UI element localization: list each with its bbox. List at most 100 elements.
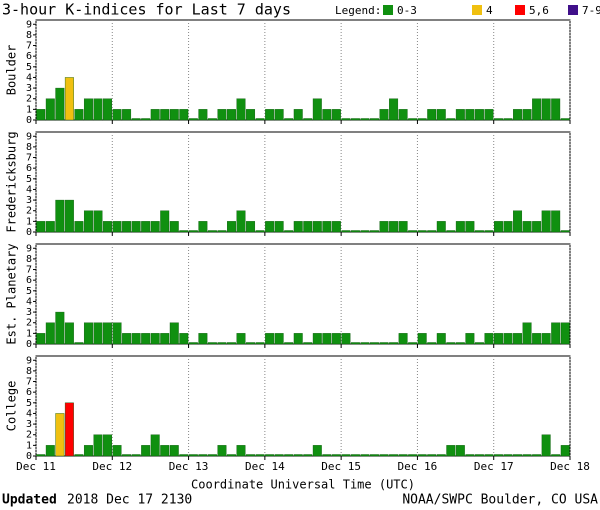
bar [303, 342, 313, 345]
y-tick-label: 5 [26, 286, 32, 297]
bar [131, 221, 141, 233]
bar [513, 454, 523, 457]
y-tick-label: 7 [26, 265, 32, 276]
bar [303, 118, 313, 121]
x-tick-label: Dec 16 [398, 460, 438, 473]
bar [103, 98, 112, 121]
y-tick-label: 6 [26, 387, 32, 398]
x-tick-label: Dec 13 [169, 460, 209, 473]
y-tick-label: 8 [26, 30, 32, 41]
bar [36, 454, 46, 457]
chart-title: 3-hour K-indices for Last 7 days [2, 1, 291, 19]
bar [265, 454, 275, 457]
bar [198, 333, 208, 345]
bar [503, 118, 513, 121]
bar [265, 333, 275, 345]
y-tick-label: 4 [26, 408, 32, 419]
bar [293, 333, 303, 345]
bar [560, 445, 570, 457]
bar [169, 445, 179, 457]
y-tick-label: 4 [26, 296, 32, 307]
bar [379, 221, 389, 233]
bar [379, 342, 389, 345]
bar [350, 230, 360, 233]
y-tick-label: 0 [26, 339, 32, 350]
bar [436, 109, 446, 121]
bar [360, 118, 370, 121]
bar [522, 109, 532, 121]
y-tick-label: 3 [26, 195, 32, 206]
bar [274, 109, 284, 121]
bar [427, 230, 437, 233]
bar [112, 445, 122, 457]
bar [446, 230, 456, 233]
legend-label: 5,6 [529, 4, 549, 17]
bar [350, 118, 360, 121]
bar [513, 109, 523, 121]
bar [160, 109, 170, 121]
legend-swatch [568, 5, 578, 15]
bar [141, 221, 151, 233]
bar [541, 434, 551, 457]
y-tick-label: 6 [26, 51, 32, 62]
bar [417, 333, 427, 345]
y-tick-label: 9 [26, 355, 32, 366]
bar [293, 109, 303, 121]
bar [417, 454, 427, 457]
footer-date: 2018 Dec 17 2130 [67, 493, 192, 508]
bar [169, 221, 179, 233]
bar [341, 230, 351, 233]
bar [83, 322, 93, 345]
bar [255, 118, 265, 121]
x-tick-label: Dec 12 [92, 460, 132, 473]
bar [274, 454, 284, 457]
bar [179, 109, 189, 121]
bar [398, 109, 408, 121]
panel-frame [35, 131, 571, 233]
legend-title: Legend: [335, 4, 381, 17]
bar [103, 221, 112, 233]
bar [370, 230, 379, 233]
x-tick-label: Dec 18 [550, 460, 590, 473]
bar [150, 434, 160, 457]
bar [341, 333, 351, 345]
y-axis-label: Fredericksburg [5, 131, 19, 232]
bar [93, 322, 103, 345]
bar [179, 454, 189, 457]
bar [398, 221, 408, 233]
bar [64, 77, 74, 121]
bar [227, 109, 236, 121]
bar [322, 454, 332, 457]
bar [408, 342, 418, 345]
bar [217, 342, 227, 345]
bar [236, 445, 246, 457]
y-tick-label: 0 [26, 115, 32, 126]
bar [503, 454, 513, 457]
bar [370, 118, 379, 121]
bar [45, 98, 55, 121]
bar [141, 118, 151, 121]
bar [541, 333, 551, 345]
bar [322, 221, 332, 233]
bar [255, 342, 265, 345]
bar [207, 118, 217, 121]
bar [265, 221, 275, 233]
bar [246, 109, 256, 121]
bar [112, 109, 122, 121]
bar [389, 221, 399, 233]
legend-label: 4 [486, 4, 493, 17]
bar [341, 118, 351, 121]
bar [236, 98, 246, 121]
bar [131, 333, 141, 345]
bar [64, 199, 74, 233]
bar [179, 230, 189, 233]
bar [55, 199, 65, 233]
bar [55, 87, 65, 121]
bar [408, 118, 418, 121]
bar [217, 109, 227, 121]
bar [350, 342, 360, 345]
bar [398, 454, 408, 457]
bar [45, 445, 55, 457]
bar [398, 333, 408, 345]
bar [350, 454, 360, 457]
